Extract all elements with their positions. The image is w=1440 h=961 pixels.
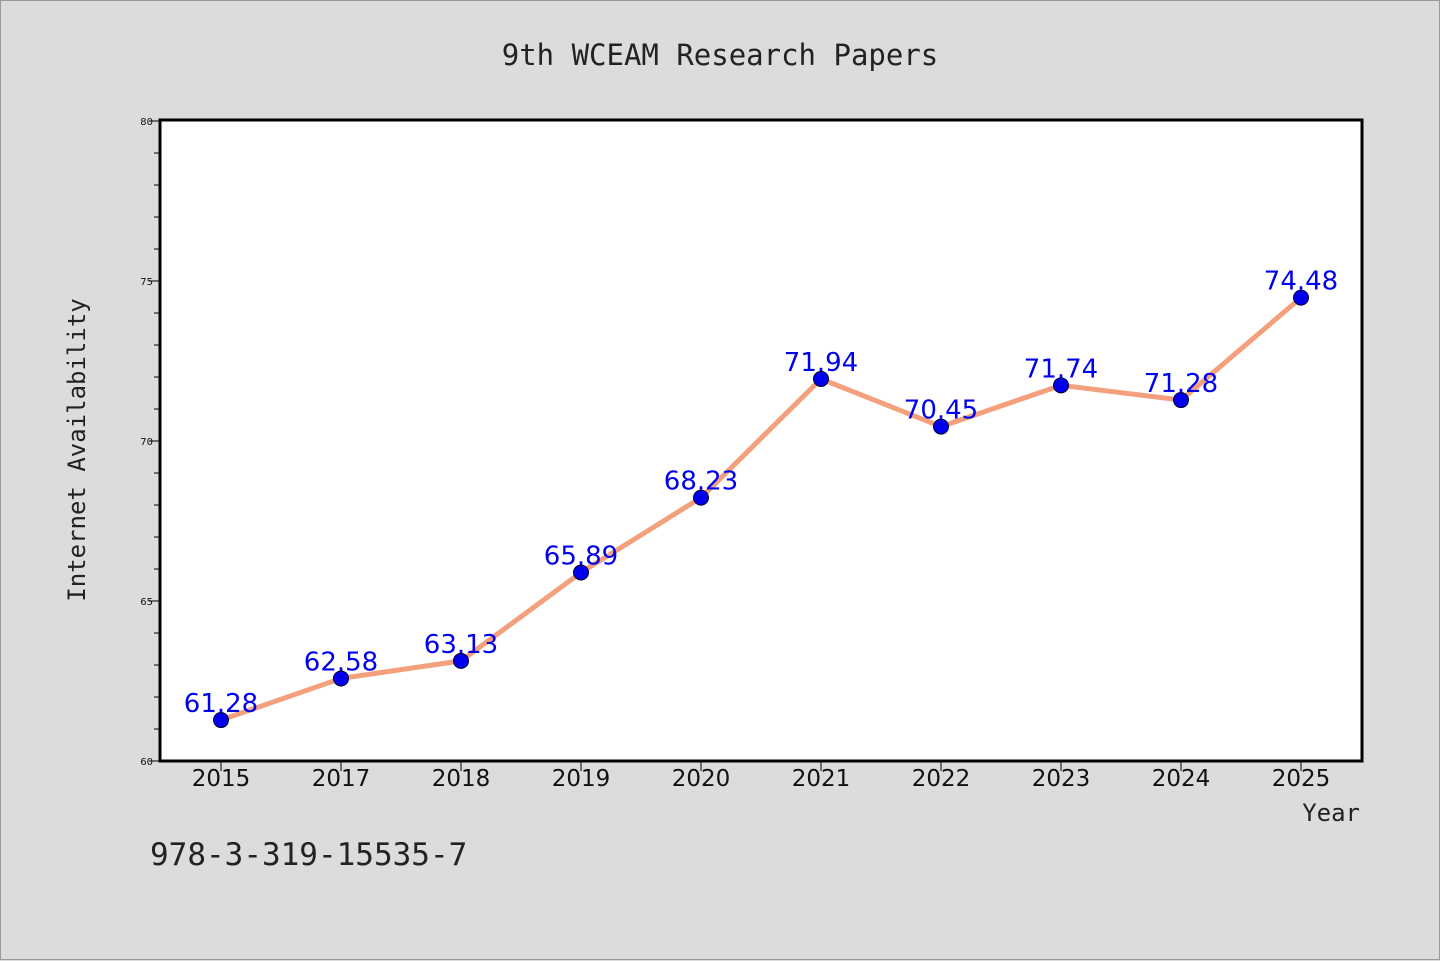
y-tick-label: 65 [140,597,153,608]
x-tick-label: 2019 [552,766,611,792]
x-tick-label: 2021 [792,766,851,792]
x-axis: 2015 2017 2018 2019 2020 2021 2022 2023 2024 2025 [192,761,1331,792]
data-point[interactable] [1293,289,1309,306]
series-line [218,295,1304,723]
x-tick-label: 2023 [1032,766,1091,792]
y-axis: 60 65 70 75 80 [140,117,161,768]
data-point[interactable] [1173,392,1189,409]
x-axis-label: Year [1302,799,1360,827]
data-point[interactable] [573,564,589,581]
y-axis-label: Internet Availability [63,298,91,601]
y-tick-label: 60 [140,757,153,768]
data-point[interactable] [453,652,469,669]
x-tick-label: 2024 [1152,766,1211,792]
data-point[interactable] [333,670,349,687]
data-point[interactable] [213,712,229,729]
x-tick-label: 2015 [192,766,251,792]
y-tick-label: 80 [140,117,153,128]
y-tick-label: 70 [140,437,153,448]
isbn-annotation: 978-3-319-15535-7 [150,837,467,873]
x-tick-label: 2022 [912,766,971,792]
x-tick-label: 2018 [432,766,491,792]
chart-title: 9th WCEAM Research Papers [502,38,939,72]
data-point[interactable] [1053,377,1069,394]
x-tick-label: 2025 [1272,766,1331,792]
x-tick-label: 2020 [672,766,731,792]
x-tick-label: 2017 [312,766,371,792]
data-point[interactable] [813,370,829,387]
data-point[interactable] [693,489,709,506]
data-markers [213,289,1309,729]
data-point[interactable] [933,418,949,435]
y-tick-label: 75 [140,277,153,288]
